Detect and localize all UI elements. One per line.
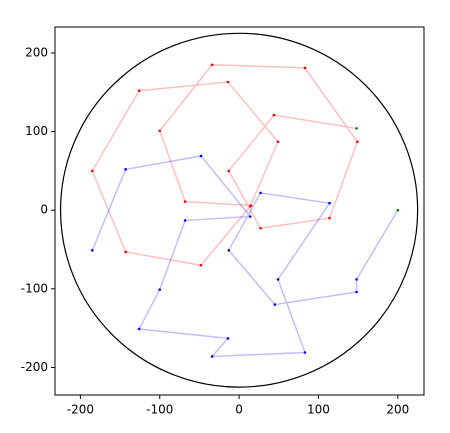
x-tick-label: 200 [386,403,409,417]
vertex-dot [124,250,127,254]
x-tick-label: 100 [307,403,330,417]
vertex-dot [328,216,331,220]
vertex-dot [396,208,400,212]
vertex-dot [227,169,231,173]
y-tick-label: 100 [25,124,48,138]
y-tick-label: 200 [25,45,48,59]
vertex-dot [276,278,280,281]
vertex-dot [303,66,307,70]
vertex-dot [183,219,187,222]
series-line [91,63,359,267]
axes-frame [54,26,425,396]
series-line [91,155,399,358]
vertex-dot [137,327,141,331]
vertex-dot [226,337,230,340]
vertex-dot [328,201,331,205]
vertex-dot [210,63,214,67]
vertex-dot [137,89,141,92]
vertex-dot [356,140,359,144]
vertex-dot [124,168,127,171]
vertex-dot [199,154,203,158]
vertex-dot [90,249,94,252]
vertex-dot [90,169,94,173]
circle [59,32,419,388]
y-tick-label: 0 [40,203,48,217]
vertex-dot [355,127,358,130]
vertex-dot [248,204,252,208]
y-tick-label: -200 [21,360,48,374]
vertex-dot [303,351,307,354]
vertex-dot [199,263,203,267]
x-tick-label: -100 [146,403,173,417]
x-tick-label: 0 [235,403,243,417]
y-tick-label: -100 [21,281,48,295]
vertex-dot [226,80,230,84]
vertex-dot [248,215,252,218]
vertex-dot [355,278,358,281]
x-tick-label: -200 [67,403,94,417]
vertex-dot [273,303,277,306]
vertex-dot [227,249,231,252]
vertex-dot [276,140,280,144]
vertex-dot [272,113,276,117]
vertex-dot [183,200,187,203]
vertex-dot [259,226,262,230]
vertex-dot [210,355,214,358]
vertex-dot [259,191,262,195]
vertex-dot [355,290,358,294]
vertex-dot [158,129,162,133]
vertex-dot [158,288,162,291]
